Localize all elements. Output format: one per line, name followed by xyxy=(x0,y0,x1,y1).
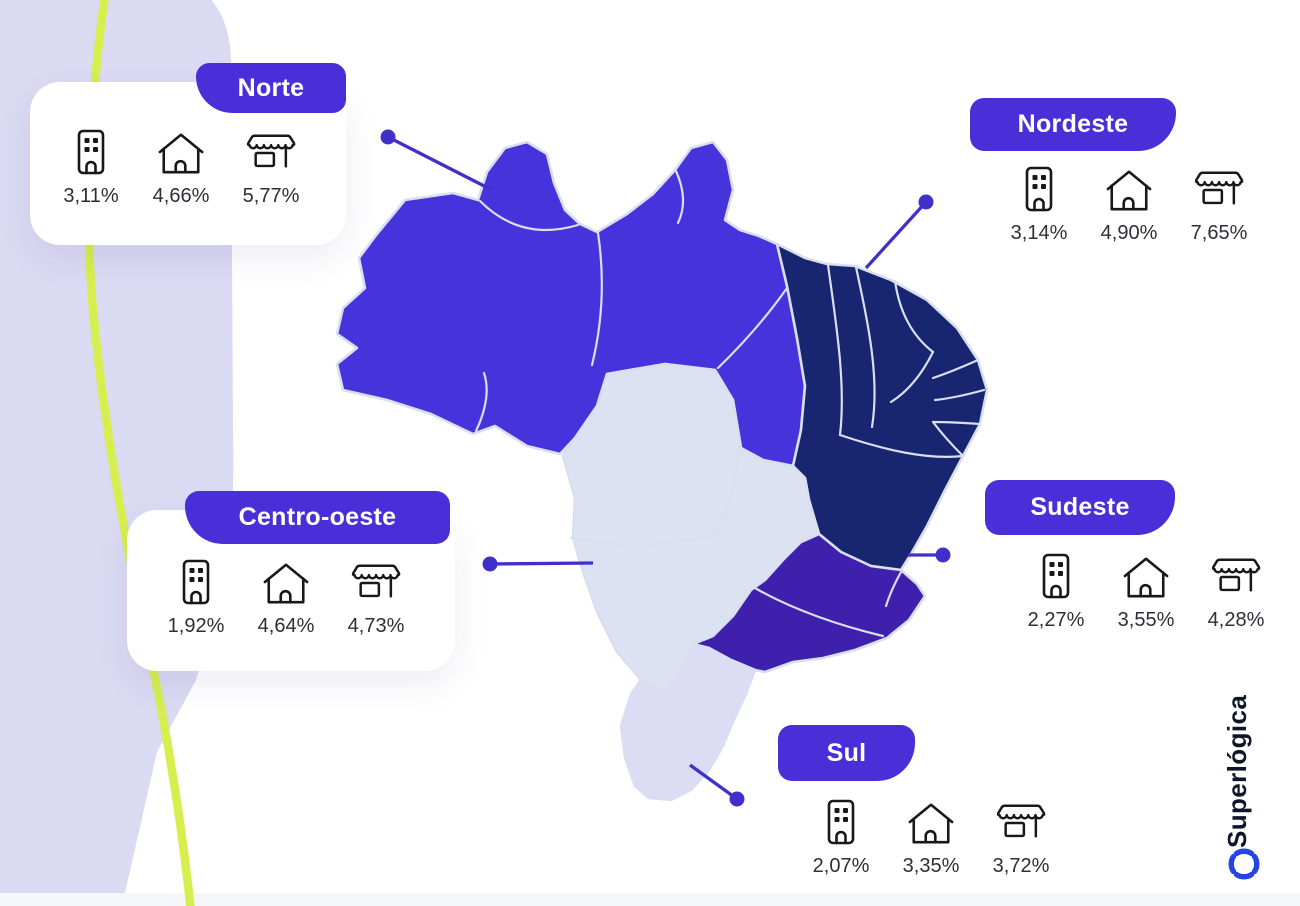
house-icon xyxy=(1106,170,1152,211)
stat-store: 4,28% xyxy=(1203,554,1269,632)
region-stats-sul: 2,07% 3,35% 3,72% xyxy=(808,798,1054,878)
stat-house: 3,55% xyxy=(1113,554,1179,632)
region-label: Sul xyxy=(826,738,867,767)
building-icon xyxy=(77,129,105,175)
connector-line-norte xyxy=(387,135,493,192)
stat-value: 7,65% xyxy=(1190,222,1248,244)
stat-building: 3,14% xyxy=(1006,165,1072,245)
stat-building: 2,07% xyxy=(808,798,874,878)
building-icon xyxy=(1025,166,1053,212)
stat-store: 4,73% xyxy=(343,560,409,638)
bottom-strip xyxy=(0,893,1300,906)
connector-dot-sudeste xyxy=(935,547,951,563)
stat-value: 4,90% xyxy=(1100,222,1158,244)
stat-value: 3,35% xyxy=(902,855,960,877)
stat-value: 4,66% xyxy=(152,185,210,207)
connector-line-nordeste xyxy=(864,200,928,270)
stat-building: 2,27% xyxy=(1023,552,1089,632)
map-region-norte xyxy=(335,140,807,468)
stat-value: 3,14% xyxy=(1010,222,1068,244)
stat-value: 1,92% xyxy=(167,615,225,637)
region-stats-nordeste: 3,14% 4,90% 7,65% xyxy=(1006,165,1252,245)
connector-dot-centro-oeste xyxy=(482,556,498,572)
state-borders xyxy=(474,169,986,742)
region-badge-centro-oeste: Centro-oeste xyxy=(185,491,450,544)
map-region-sul xyxy=(619,642,757,802)
stat-value: 4,64% xyxy=(257,615,315,637)
stat-value: 4,73% xyxy=(347,615,405,637)
stat-value: 2,07% xyxy=(812,855,870,877)
house-icon xyxy=(908,803,954,844)
region-badge-nordeste: Nordeste xyxy=(970,98,1176,151)
region-label: Sudeste xyxy=(1030,493,1130,521)
stat-store: 7,65% xyxy=(1186,167,1252,245)
region-label: Centro-oeste xyxy=(238,503,397,531)
region-badge-sul: Sul xyxy=(778,725,915,781)
house-icon xyxy=(1123,557,1169,598)
store-icon xyxy=(351,564,401,598)
stat-value: 5,77% xyxy=(242,185,300,207)
house-icon xyxy=(158,133,204,174)
connector-line-sul xyxy=(689,763,738,801)
connector-dot-sul xyxy=(729,791,745,807)
stat-house: 4,64% xyxy=(253,560,319,638)
stat-store: 3,72% xyxy=(988,800,1054,878)
region-label: Nordeste xyxy=(1017,110,1129,138)
stat-value: 4,28% xyxy=(1207,609,1265,631)
stat-house: 4,90% xyxy=(1096,167,1162,245)
region-badge-sudeste: Sudeste xyxy=(985,480,1175,535)
stat-store: 5,77% xyxy=(238,130,304,208)
building-icon xyxy=(1042,553,1070,599)
region-stats-centro-oeste: 1,92% 4,64% 4,73% xyxy=(163,558,409,638)
store-icon xyxy=(996,804,1046,838)
brazil-map xyxy=(335,140,989,802)
stat-house: 4,66% xyxy=(148,130,214,208)
stat-value: 2,27% xyxy=(1027,609,1085,631)
region-stats-norte: 3,11% 4,66% 5,77% xyxy=(58,128,304,208)
map-region-sudeste xyxy=(691,532,927,674)
stat-building: 1,92% xyxy=(163,558,229,638)
stat-building: 3,11% xyxy=(58,128,124,208)
superlogica-wordmark: Superlógica xyxy=(1222,694,1252,848)
region-label: Norte xyxy=(237,73,305,102)
region-stats-sudeste: 2,27% 3,55% 4,28% xyxy=(1023,552,1269,632)
building-icon xyxy=(182,559,210,605)
building-icon xyxy=(827,799,855,845)
store-icon xyxy=(246,134,296,168)
stat-house: 3,35% xyxy=(898,800,964,878)
stat-value: 3,72% xyxy=(992,855,1050,877)
connector-dot-norte xyxy=(380,129,396,145)
connector-line-centro-oeste xyxy=(489,561,594,566)
store-icon xyxy=(1194,171,1244,205)
house-icon xyxy=(263,563,309,604)
map-region-centro-oeste xyxy=(561,362,821,692)
store-icon xyxy=(1211,558,1261,592)
region-badge-norte: Norte xyxy=(196,63,346,113)
stat-value: 3,55% xyxy=(1117,609,1175,631)
stat-value: 3,11% xyxy=(63,185,119,207)
map-region-nordeste xyxy=(775,242,989,572)
connector-dot-nordeste xyxy=(918,194,934,210)
superlogica-logo-icon xyxy=(1228,848,1260,880)
